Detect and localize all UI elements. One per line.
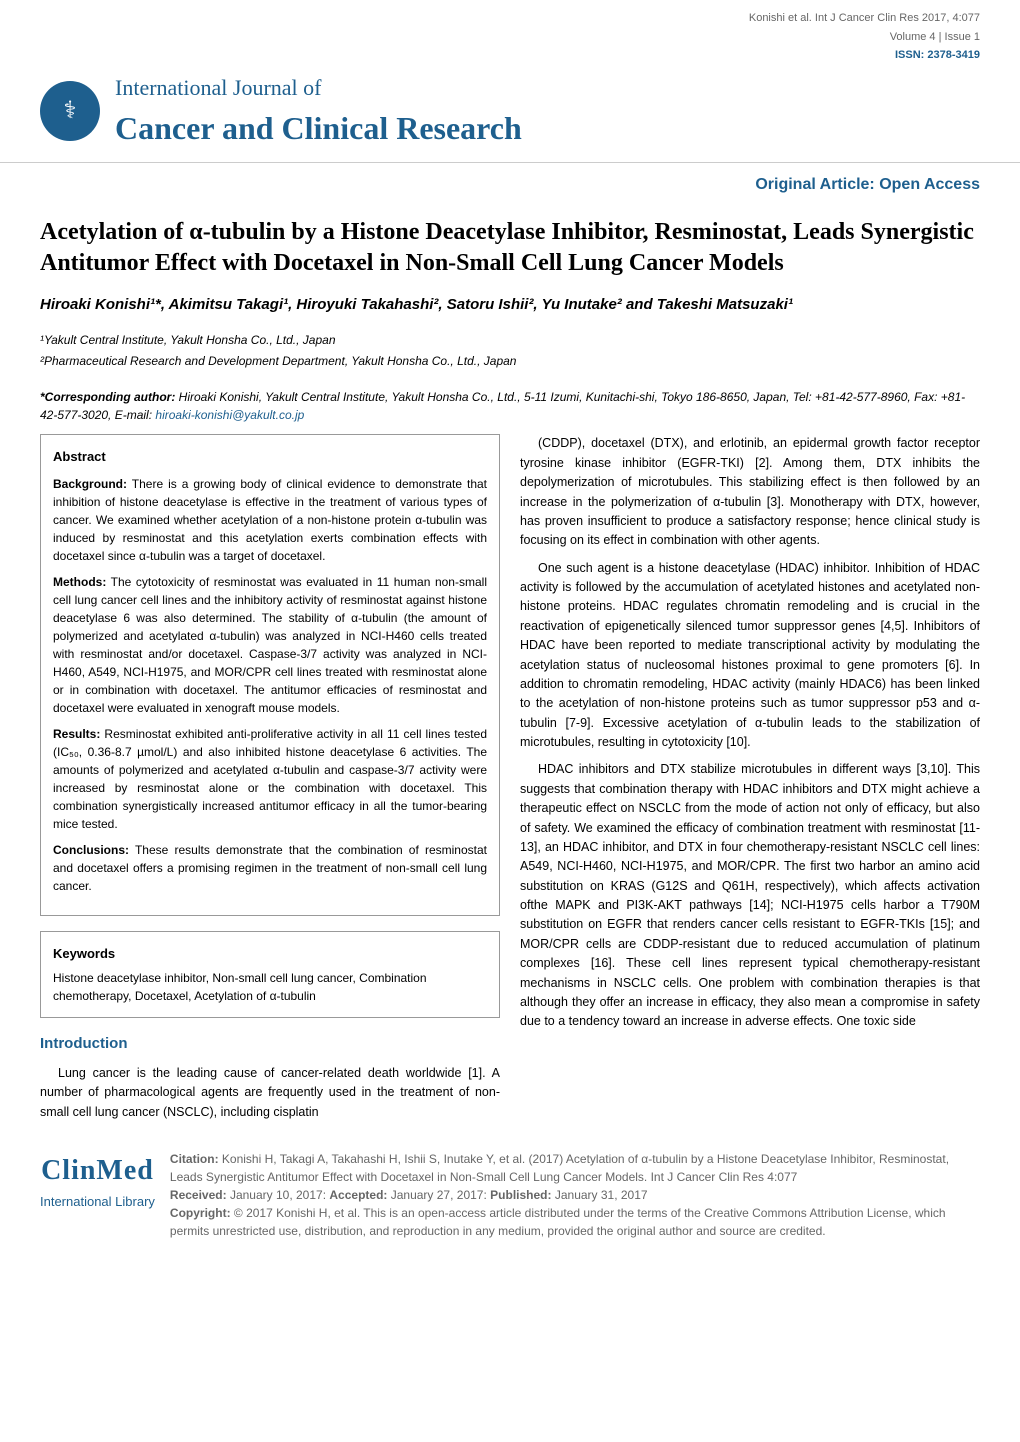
- publisher-brand: ClinMed: [40, 1150, 155, 1192]
- intro-p1: Lung cancer is the leading cause of canc…: [40, 1064, 500, 1122]
- journal-logo-icon: ⚕: [40, 81, 100, 141]
- accepted-date: January 27, 2017:: [391, 1188, 487, 1202]
- corresponding-email[interactable]: hiroaki-konishi@yakult.co.jp: [155, 408, 304, 422]
- published-date: January 31, 2017: [555, 1188, 648, 1202]
- results-text: Resminostat exhibited anti-proliferative…: [53, 727, 487, 831]
- journal-title: Cancer and Clinical Research: [115, 104, 980, 152]
- abstract-results: Results: Resminostat exhibited anti-prol…: [53, 725, 487, 833]
- background-label: Background:: [53, 477, 127, 491]
- issn: ISSN: 2378-3419: [40, 47, 980, 64]
- journal-title-wrap: International Journal of Cancer and Clin…: [115, 71, 980, 152]
- affiliation-1: ¹Yakult Central Institute, Yakult Honsha…: [40, 331, 980, 349]
- right-column: (CDDP), docetaxel (DTX), and erlotinib, …: [520, 434, 980, 1130]
- citation-short: Konishi et al. Int J Cancer Clin Res 201…: [40, 10, 980, 27]
- corresponding-author: *Corresponding author: Hiroaki Konishi, …: [0, 378, 1020, 434]
- accepted-label: Accepted:: [329, 1188, 387, 1202]
- abstract-conclusions: Conclusions: These results demonstrate t…: [53, 841, 487, 895]
- results-label: Results:: [53, 727, 100, 741]
- abstract-background: Background: There is a growing body of c…: [53, 475, 487, 565]
- journal-header: ⚕ International Journal of Cancer and Cl…: [0, 71, 1020, 163]
- authors: Hiroaki Konishi¹*, Akimitsu Takagi¹, Hir…: [0, 289, 1020, 322]
- affiliations: ¹Yakult Central Institute, Yakult Honsha…: [0, 321, 1020, 378]
- intro-p3: One such agent is a histone deacetylase …: [520, 559, 980, 753]
- affiliation-2: ²Pharmaceutical Research and Development…: [40, 352, 980, 370]
- abstract-methods: Methods: The cytotoxicity of resminostat…: [53, 573, 487, 717]
- publisher-logo: ClinMed International Library: [40, 1150, 155, 1212]
- keywords-box: Keywords Histone deacetylase inhibitor, …: [40, 931, 500, 1019]
- copyright-label: Copyright:: [170, 1206, 231, 1220]
- introduction-heading: Introduction: [40, 1033, 500, 1056]
- conclusions-label: Conclusions:: [53, 843, 129, 857]
- article-type: Original Article: Open Access: [0, 163, 1020, 207]
- logo-glyph: ⚕: [64, 93, 77, 129]
- corresponding-label: *Corresponding author:: [40, 390, 175, 404]
- abstract-box: Abstract Background: There is a growing …: [40, 434, 500, 916]
- citation-full: Konishi H, Takagi A, Takahashi H, Ishii …: [170, 1152, 949, 1184]
- publisher-subbrand: International Library: [40, 1192, 155, 1212]
- footer-citation-box: ClinMed International Library Citation: …: [40, 1150, 980, 1240]
- intro-p4: HDAC inhibitors and DTX stabilize microt…: [520, 760, 980, 1031]
- published-label: Published:: [490, 1188, 551, 1202]
- header-meta: Konishi et al. Int J Cancer Clin Res 201…: [0, 0, 1020, 71]
- volume-issue: Volume 4 | Issue 1: [40, 29, 980, 46]
- methods-text: The cytotoxicity of resminostat was eval…: [53, 575, 487, 715]
- keywords-text: Histone deacetylase inhibitor, Non-small…: [53, 969, 487, 1005]
- received-label: Received:: [170, 1188, 227, 1202]
- article-title: Acetylation of α-tubulin by a Histone De…: [0, 207, 1020, 289]
- received-date: January 10, 2017:: [230, 1188, 326, 1202]
- keywords-heading: Keywords: [53, 944, 487, 964]
- copyright-text: © 2017 Konishi H, et al. This is an open…: [170, 1206, 946, 1238]
- intro-p2: (CDDP), docetaxel (DTX), and erlotinib, …: [520, 434, 980, 550]
- methods-label: Methods:: [53, 575, 106, 589]
- citation-text: Citation: Konishi H, Takagi A, Takahashi…: [170, 1150, 980, 1240]
- intro-left: Lung cancer is the leading cause of canc…: [40, 1064, 500, 1122]
- journal-supertitle: International Journal of: [115, 71, 980, 104]
- citation-label: Citation:: [170, 1152, 219, 1166]
- abstract-heading: Abstract: [53, 447, 487, 467]
- main-columns: Abstract Background: There is a growing …: [0, 434, 1020, 1130]
- left-column: Abstract Background: There is a growing …: [40, 434, 500, 1130]
